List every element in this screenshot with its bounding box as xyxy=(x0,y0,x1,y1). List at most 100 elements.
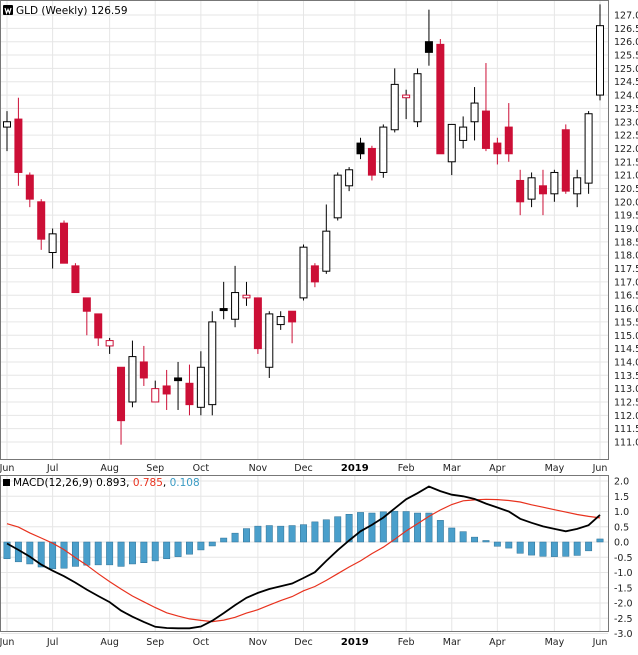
x-axis-month-label: Oct xyxy=(193,463,210,474)
price-y-tick-label: 125.5 xyxy=(614,51,638,62)
price-y-tick-label: 121.5 xyxy=(614,157,638,168)
macd-y-tick-label: -2.0 xyxy=(614,599,633,610)
macd-histogram-bar xyxy=(106,542,112,565)
macd-histogram-bar xyxy=(49,542,55,569)
price-y-tick-label: 122.0 xyxy=(614,144,638,155)
price-y-tick-label: 117.0 xyxy=(614,277,638,288)
price-y-tick-label: 113.0 xyxy=(614,384,638,395)
candle-body xyxy=(357,143,364,154)
x-axis-month-label: Nov xyxy=(249,637,268,648)
macd-histogram-bar xyxy=(528,542,534,555)
price-y-tick-label: 122.5 xyxy=(614,131,638,142)
candle xyxy=(334,172,341,220)
x-axis-month-label: May xyxy=(545,463,565,474)
price-panel: 111.0111.5112.0112.5113.0113.5114.0114.5… xyxy=(1,1,638,460)
macd-y-tick-label: 0.5 xyxy=(614,522,629,533)
candle-body xyxy=(186,383,193,404)
macd-histogram-bar xyxy=(198,542,204,550)
price-y-tick-label: 119.0 xyxy=(614,224,638,235)
candle-body xyxy=(334,175,341,218)
x-axis-month-label: Dec xyxy=(294,463,312,474)
candle-body xyxy=(289,311,296,322)
macd-y-tick-label: 0.0 xyxy=(614,538,629,549)
candle-body xyxy=(448,124,455,161)
price-y-axis: 111.0111.5112.0112.5113.0113.5114.0114.5… xyxy=(614,11,638,449)
candle-body xyxy=(266,314,273,367)
candle xyxy=(380,124,387,177)
macd-legend-histogram-value: 0.108 xyxy=(170,477,200,489)
candle-body xyxy=(414,74,421,122)
candle-body xyxy=(61,223,68,263)
candle-body xyxy=(129,357,136,402)
macd-histogram-bar xyxy=(494,542,500,546)
x-axis-month-label: Jun xyxy=(0,463,14,474)
candle-body xyxy=(277,317,284,325)
candle-body xyxy=(551,172,558,193)
candle xyxy=(562,124,569,193)
stockcharts-logo-icon xyxy=(3,5,13,15)
price-y-tick-label: 113.5 xyxy=(614,371,638,382)
candle-body xyxy=(391,84,398,129)
candle-body xyxy=(403,95,410,98)
candle-body xyxy=(38,202,45,239)
macd-legend-label: MACD(12,26,9) xyxy=(13,477,93,489)
x-axis-month-label: 2019 xyxy=(341,463,369,474)
macd-histogram-bar xyxy=(540,542,546,556)
candle-body xyxy=(300,247,307,298)
price-y-tick-label: 120.0 xyxy=(614,197,638,208)
candle-body xyxy=(83,298,90,311)
candle-body xyxy=(505,127,512,154)
macd-histogram-bar xyxy=(506,542,512,548)
macd-histogram-bar xyxy=(175,542,181,557)
price-y-tick-label: 127.0 xyxy=(614,11,638,22)
macd-histogram-bar xyxy=(300,525,306,542)
candle-body xyxy=(118,367,125,420)
candle-body xyxy=(243,295,250,298)
macd-histogram-bar xyxy=(232,533,238,542)
macd-y-tick-label: -0.5 xyxy=(614,553,633,564)
price-y-tick-label: 112.0 xyxy=(614,411,638,422)
candle-body xyxy=(494,143,501,154)
macd-histogram-bar xyxy=(449,528,455,542)
candle-body xyxy=(209,322,216,405)
candle-body xyxy=(597,26,604,95)
price-y-tick-label: 114.5 xyxy=(614,344,638,355)
candle-body xyxy=(380,127,387,172)
x-axis-month-label: Dec xyxy=(294,637,312,648)
macd-y-tick-label: 1.0 xyxy=(614,507,629,518)
price-y-tick-label: 116.5 xyxy=(614,291,638,302)
macd-histogram-bar xyxy=(414,513,420,542)
price-y-tick-label: 123.0 xyxy=(614,117,638,128)
price-y-tick-label: 111.0 xyxy=(614,438,638,449)
candle-body xyxy=(175,378,182,381)
x-axis-month-label: 2019 xyxy=(341,637,369,648)
candle-body xyxy=(346,170,353,186)
candle xyxy=(209,311,216,415)
macd-histogram-bar xyxy=(163,542,169,559)
x-axis-month-label: Jun xyxy=(592,463,608,474)
candle-body xyxy=(163,386,170,394)
price-y-tick-label: 120.5 xyxy=(614,184,638,195)
macd-legend: MACD(12,26,9) 0.893, 0.785, 0.108 xyxy=(3,477,200,489)
candle-body xyxy=(482,111,489,148)
candle xyxy=(585,111,592,194)
macd-histogram-bar xyxy=(95,542,101,565)
macd-legend-signal-value: 0.785 xyxy=(133,477,163,489)
price-y-tick-label: 124.0 xyxy=(614,91,638,102)
macd-histogram-bar xyxy=(220,538,226,542)
macd-histogram-bar xyxy=(403,512,409,543)
macd-histogram-bar xyxy=(129,542,135,564)
candle-body xyxy=(232,293,239,320)
x-axis-month-label: Sep xyxy=(146,463,164,474)
x-axis-month-label: Jun xyxy=(0,637,14,648)
macd-y-tick-label: -2.5 xyxy=(614,614,633,625)
x-axis-month-label: Feb xyxy=(398,463,415,474)
macd-histogram-bar xyxy=(323,520,329,542)
price-y-tick-label: 111.5 xyxy=(614,424,638,435)
macd-y-tick-label: 1.5 xyxy=(614,492,629,503)
price-legend: GLD (Weekly) 126.59 xyxy=(3,5,128,17)
x-axis-month-label: Mar xyxy=(443,637,461,648)
x-axis-month-label: Apr xyxy=(489,463,506,474)
macd-histogram-bar xyxy=(243,529,249,542)
